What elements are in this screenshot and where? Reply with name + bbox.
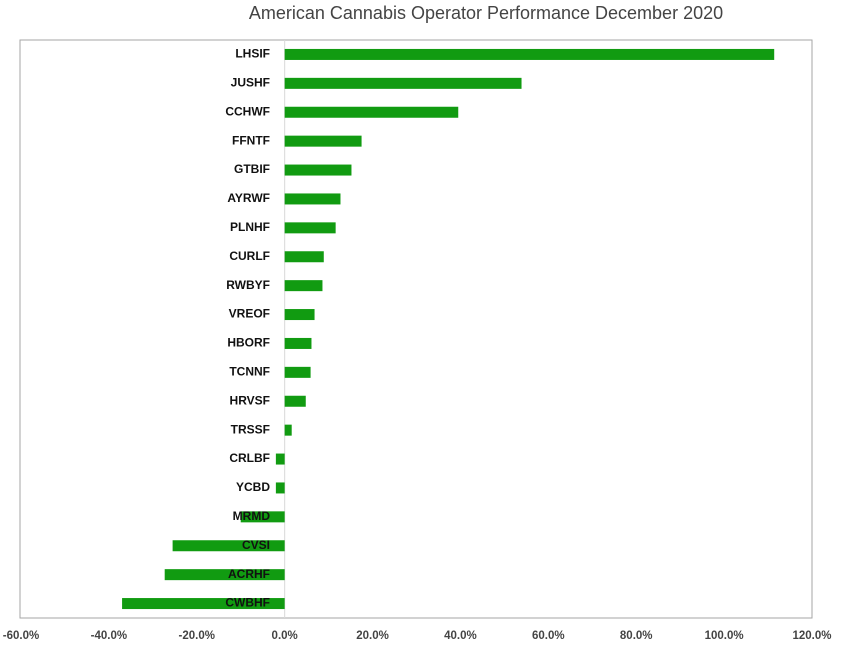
y-tick-label: JUSHF <box>231 76 270 90</box>
x-tick-label: 80.0% <box>620 630 653 642</box>
bar <box>284 395 306 407</box>
x-tick-label: 0.0% <box>272 630 298 642</box>
x-tick-label: 120.0% <box>792 630 831 642</box>
y-tick-label: CVSI <box>242 538 270 552</box>
plot-area <box>19 39 813 619</box>
bar <box>284 135 362 147</box>
bar <box>284 164 352 176</box>
bar <box>284 424 292 436</box>
y-tick-label: GTBIF <box>234 162 270 176</box>
y-tick-label: RWBYF <box>226 278 270 292</box>
y-tick-label: VREOF <box>229 307 270 321</box>
y-tick-label: ACRHF <box>228 567 270 581</box>
bar <box>164 569 285 581</box>
y-tick-label: FFNTF <box>232 133 270 147</box>
y-tick-label: HRVSF <box>230 393 270 407</box>
y-tick-label: CRLBF <box>229 451 270 465</box>
bar <box>275 453 285 465</box>
y-tick-label: AYRWF <box>227 191 270 205</box>
y-tick-label: CWBHF <box>225 596 270 610</box>
bar <box>275 482 285 494</box>
x-tick-label: -60.0% <box>3 630 39 642</box>
bar <box>284 106 459 118</box>
bar <box>284 77 522 89</box>
y-tick-label: LHSIF <box>235 47 270 61</box>
y-tick-label: YCBD <box>236 480 270 494</box>
x-tick-label: 20.0% <box>356 630 389 642</box>
x-tick-label: 40.0% <box>444 630 477 642</box>
bar <box>284 337 312 349</box>
x-tick-label: -40.0% <box>91 630 127 642</box>
bar <box>284 193 341 205</box>
bar <box>284 280 323 292</box>
chart-title: American Cannabis Operator Performance D… <box>249 3 723 23</box>
bar <box>284 48 775 60</box>
bar <box>284 366 311 378</box>
y-tick-label: HBORF <box>227 336 270 350</box>
y-tick-label: MRMD <box>233 509 271 523</box>
bar <box>284 251 324 263</box>
y-tick-label: PLNHF <box>230 220 270 234</box>
y-tick-label: TRSSF <box>231 422 270 436</box>
y-tick-label: TCNNF <box>229 365 270 379</box>
x-tick-label: 100.0% <box>705 630 744 642</box>
bar <box>240 511 285 523</box>
y-tick-label: CURLF <box>229 249 270 263</box>
x-tick-label: -20.0% <box>179 630 215 642</box>
y-tick-label: CCHWF <box>225 104 270 118</box>
bar <box>284 222 336 234</box>
bar <box>284 309 315 321</box>
x-tick-label: 60.0% <box>532 630 565 642</box>
bar <box>122 598 285 610</box>
bar <box>172 540 285 552</box>
